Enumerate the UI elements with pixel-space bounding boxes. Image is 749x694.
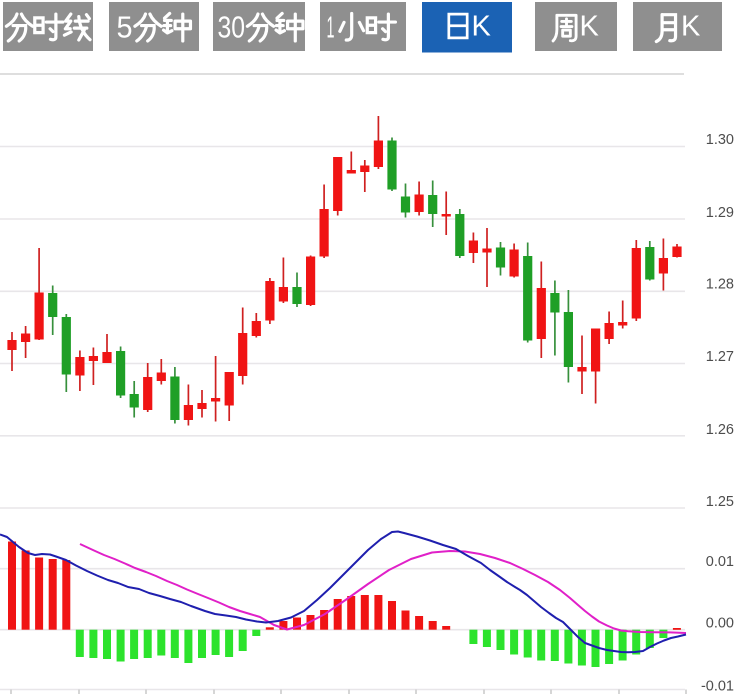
svg-text:1.30: 1.30 xyxy=(706,132,734,148)
svg-text:1.26: 1.26 xyxy=(706,422,734,438)
svg-text:1.28: 1.28 xyxy=(706,277,734,293)
svg-text:-0.01: -0.01 xyxy=(701,679,734,694)
svg-text:1: 1 xyxy=(327,10,335,45)
svg-text:0.01: 0.01 xyxy=(706,554,734,570)
svg-text:1.25: 1.25 xyxy=(706,494,734,510)
svg-text:0.00: 0.00 xyxy=(706,616,734,632)
svg-text:K: K xyxy=(580,11,600,43)
svg-text:5: 5 xyxy=(117,10,133,45)
svg-text:1.27: 1.27 xyxy=(706,349,734,365)
svg-text:1.29: 1.29 xyxy=(706,205,734,221)
svg-text:K: K xyxy=(681,11,701,43)
svg-text:K: K xyxy=(472,11,492,43)
svg-text:30: 30 xyxy=(218,10,246,45)
